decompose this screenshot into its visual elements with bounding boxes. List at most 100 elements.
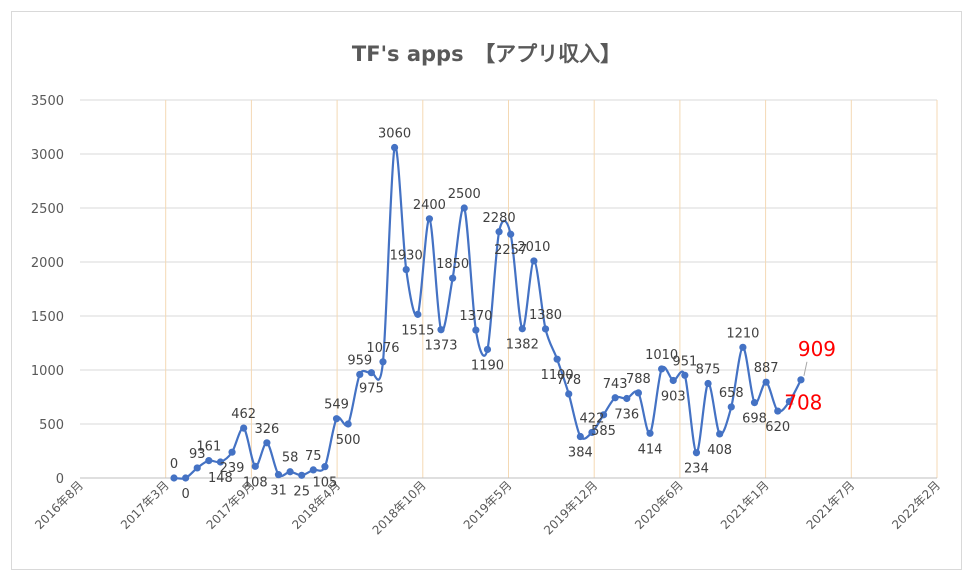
x-tick-label: 2020年6月	[632, 478, 686, 532]
data-label: 975	[359, 382, 384, 397]
data-point	[309, 466, 317, 474]
x-tick-label: 2021年7月	[804, 478, 858, 532]
data-point	[541, 325, 550, 333]
data-point	[274, 471, 283, 479]
data-point	[193, 464, 201, 472]
y-tick-label: 500	[39, 418, 64, 433]
data-point	[205, 457, 213, 465]
data-point	[483, 345, 492, 354]
data-point	[599, 411, 608, 419]
data-point	[762, 378, 770, 386]
data-label: 959	[347, 353, 372, 368]
label-leader-line	[791, 403, 794, 405]
data-label: 2010	[517, 240, 550, 255]
y-tick-label: 2000	[31, 256, 64, 271]
data-label: 1373	[424, 339, 457, 354]
data-label: 549	[324, 398, 349, 413]
chart-frame	[11, 11, 962, 570]
data-point	[785, 397, 793, 406]
data-point	[495, 228, 503, 236]
y-tick-label: 1500	[31, 310, 64, 325]
data-label: 1850	[436, 257, 469, 272]
data-label: 743	[603, 377, 628, 392]
data-point	[704, 379, 712, 388]
data-label: 1076	[366, 341, 399, 356]
data-point	[367, 369, 375, 377]
data-label: 422	[580, 411, 605, 426]
data-label: 108	[243, 475, 268, 490]
data-label: 414	[638, 442, 663, 457]
data-label: 105	[313, 476, 338, 491]
data-point	[449, 274, 457, 282]
data-label: 2257	[494, 243, 527, 258]
data-point	[681, 371, 689, 379]
data-label: 31	[270, 484, 287, 499]
data-point	[170, 474, 178, 482]
data-label: 0	[170, 457, 178, 472]
x-tick-label: 2022年2月	[889, 478, 943, 532]
data-label: 1515	[401, 323, 434, 338]
data-label: 75	[305, 449, 322, 464]
data-label: 408	[707, 443, 732, 458]
data-point	[774, 407, 782, 415]
series-line	[173, 145, 802, 480]
data-label: 698	[742, 412, 767, 427]
data-point	[623, 394, 631, 403]
data-label: 326	[254, 422, 279, 437]
data-label: 2500	[448, 187, 481, 202]
data-point	[321, 463, 329, 471]
data-point	[739, 343, 747, 351]
data-point	[530, 257, 538, 265]
data-label: 2400	[413, 198, 446, 213]
x-tick-label: 2021年1月	[718, 478, 772, 532]
data-point	[390, 143, 399, 152]
data-label: 384	[568, 446, 593, 461]
data-point	[379, 358, 387, 366]
data-label: 903	[661, 389, 686, 404]
data-label: 234	[684, 462, 709, 477]
data-point	[588, 428, 596, 437]
data-label: 778	[556, 373, 581, 388]
data-point	[414, 310, 422, 318]
x-tick-label: 2019年12月	[541, 478, 600, 537]
data-point	[797, 376, 805, 384]
data-point	[518, 325, 526, 333]
data-label: 1100	[541, 368, 574, 383]
chart-title: TF's apps 【アプリ収入】	[351, 42, 622, 66]
data-point	[669, 376, 677, 385]
data-label: 25	[293, 484, 310, 499]
data-label: 148	[208, 471, 233, 486]
data-point	[611, 394, 619, 402]
data-point	[507, 230, 515, 238]
data-point	[634, 389, 643, 397]
data-label: 585	[591, 424, 616, 439]
data-point	[216, 458, 225, 466]
data-label: 736	[614, 408, 639, 423]
data-label: 161	[196, 440, 221, 455]
data-label: 0	[181, 487, 189, 502]
y-tick-label: 2500	[31, 202, 64, 217]
data-label: 500	[336, 433, 361, 448]
data-point	[228, 448, 236, 456]
data-point	[298, 471, 306, 479]
data-point	[750, 399, 759, 407]
data-label: 239	[220, 461, 245, 476]
data-point	[332, 415, 341, 423]
data-point	[716, 430, 724, 438]
data-label: 1382	[506, 338, 539, 353]
data-point	[425, 215, 434, 223]
x-tick-label: 2018年10月	[370, 478, 429, 537]
data-label: 3060	[378, 127, 411, 142]
data-point	[402, 265, 410, 274]
data-label: 788	[626, 372, 651, 387]
data-label: 1010	[645, 348, 678, 363]
data-label: 1190	[471, 358, 504, 373]
data-point	[251, 462, 259, 470]
data-point	[565, 390, 573, 398]
data-label: 708	[784, 391, 822, 415]
data-point	[286, 468, 294, 476]
data-label: 1930	[390, 249, 423, 264]
data-point	[646, 429, 654, 437]
data-point	[727, 403, 735, 411]
